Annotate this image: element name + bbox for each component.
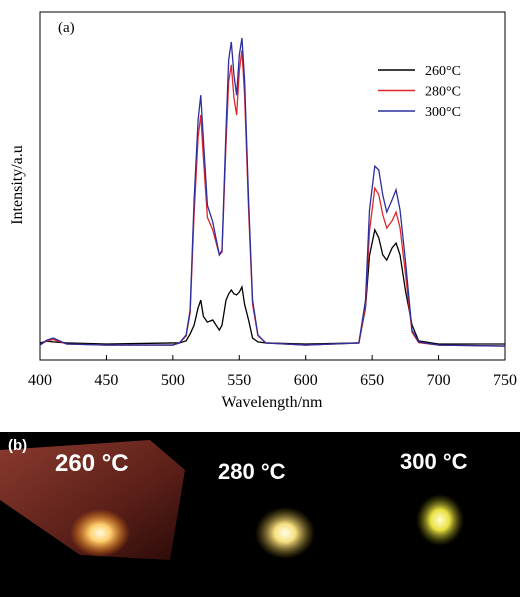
x-axis-label: Wavelength/nm	[222, 394, 323, 411]
y-axis-label: Intensity/a.u	[9, 145, 26, 225]
legend-label: 300°C	[425, 105, 461, 120]
glow	[255, 507, 315, 559]
glow	[416, 494, 464, 546]
photo-caption: 260 °C	[55, 450, 129, 477]
photo-panel: (b) 260 °C 280 °C 300 °C	[0, 432, 520, 597]
x-tick-label: 750	[493, 372, 517, 389]
series-line	[39, 227, 505, 345]
x-tick-label: 450	[94, 372, 118, 389]
legend-label: 280°C	[425, 85, 461, 100]
panel-label: (b)	[8, 437, 27, 454]
vial	[0, 440, 185, 560]
glow	[70, 509, 130, 557]
series-line	[39, 38, 506, 347]
x-tick-label: 600	[294, 372, 318, 389]
x-tick-label: 400	[28, 372, 52, 389]
x-tick-label: 700	[427, 372, 451, 389]
panel-label: (a)	[58, 20, 75, 36]
plot-frame	[39, 11, 506, 361]
x-tick-label: 550	[227, 372, 251, 389]
x-tick-label: 650	[360, 372, 384, 389]
x-tick-label: 500	[161, 372, 185, 389]
photo-caption: 280 °C	[218, 459, 286, 484]
photo-caption: 300 °C	[400, 449, 468, 474]
legend-label: 260°C	[425, 64, 461, 79]
